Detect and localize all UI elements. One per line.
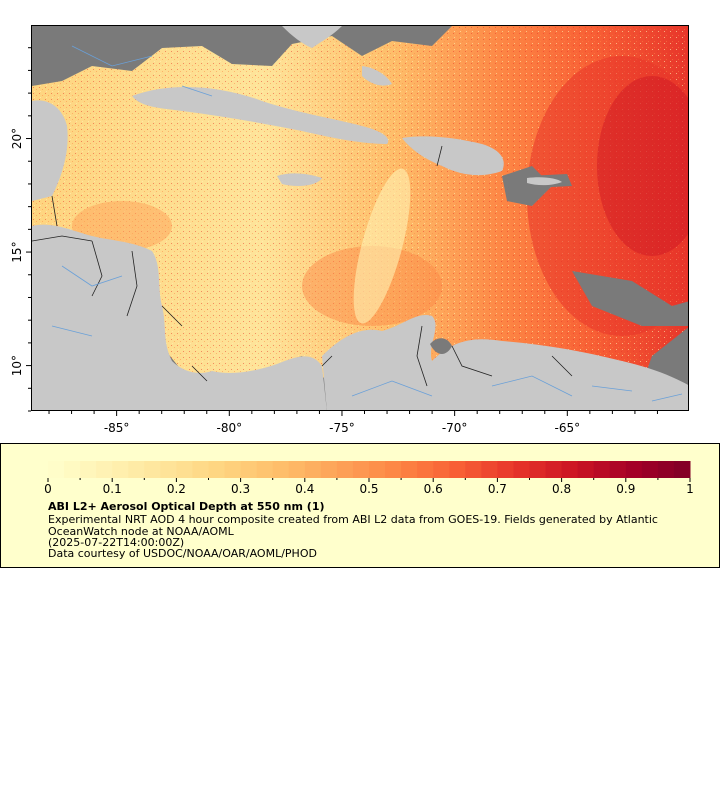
colorbar-cell [160, 461, 177, 478]
legend-credit: Data courtesy of USDOC/NOAA/OAR/AOML/PHO… [48, 547, 317, 560]
dust-plume-dense [597, 76, 688, 256]
colorbar-cell [641, 461, 659, 478]
colorbar-cell [128, 461, 145, 478]
colorbar-cell [336, 461, 354, 478]
colorbar-cell [657, 461, 675, 478]
colorbar-cell [304, 461, 322, 478]
colorbar-cell [513, 461, 530, 478]
colorbar-tick-label: 0.3 [231, 482, 250, 496]
legend-title: ABI L2+ Aerosol Optical Depth at 550 nm … [48, 500, 325, 513]
colorbar-cell [256, 461, 274, 478]
colorbar-cell [529, 461, 547, 478]
land-maracaibo-gulf [430, 338, 452, 354]
aod-map-canvas [32, 26, 688, 410]
colorbar-tick-label: 0.7 [488, 482, 507, 496]
colorbar-cell [320, 461, 338, 478]
lat-tick-label: 15° [10, 241, 24, 262]
colorbar-cell [224, 461, 242, 478]
lon-tick-label: -70° [442, 421, 468, 435]
colorbar-cell [240, 461, 258, 478]
clear-lane [353, 168, 411, 324]
nodata-south-east [572, 271, 688, 326]
colorbar-tick-label: 0.5 [359, 482, 378, 496]
colorbar-tick-label: 0.2 [167, 482, 186, 496]
colorbar-cell [561, 461, 579, 478]
country-borders [32, 145, 573, 387]
rivers [51, 45, 683, 402]
colorbar-cell [609, 461, 627, 478]
land-jamaica [277, 173, 322, 186]
colorbar-cell [593, 461, 611, 478]
colorbar-cell [465, 461, 482, 478]
lon-tick-label: -75° [329, 421, 355, 435]
colorbar-cell [144, 461, 161, 478]
colorbar-cell [449, 461, 466, 478]
colorbar-tick-label: 0 [44, 482, 52, 496]
lon-tick-label: -65° [555, 421, 581, 435]
colorbar-cell [80, 461, 97, 478]
land-cuba [132, 86, 389, 144]
colorbar-cell [433, 461, 450, 478]
colorbar-cell [497, 461, 514, 478]
land-panama [212, 356, 327, 410]
colorbar-cell [48, 461, 65, 478]
colorbar-tick-label: 0.8 [552, 482, 571, 496]
land-bahamas-2 [362, 66, 392, 86]
colorbar-cell [545, 461, 563, 478]
colorbar-tick-label: 0.9 [616, 482, 635, 496]
legend-panel: 0 0.1 0.2 0.3 0.4 0.5 0.6 0.7 0.8 0.9 1 ABI L2+ Ae… [0, 443, 720, 568]
land-central-america [32, 224, 232, 410]
colorbar-cell [112, 461, 129, 478]
colorbar-cell [625, 461, 643, 478]
land-bahamas [282, 26, 342, 48]
lat-tick-label: 20° [10, 128, 24, 149]
colorbar-tick-label: 0.6 [424, 482, 443, 496]
colorbar-tick-label: 0.4 [295, 482, 314, 496]
dust-plume-core [527, 56, 688, 336]
colorbar-cell [673, 461, 691, 478]
aod-map[interactable] [31, 25, 689, 411]
lon-tick-label: -80° [216, 421, 242, 435]
legend-timestamp: (2025-07-22T14:00:00Z) [48, 536, 185, 549]
land-hispaniola [402, 136, 504, 176]
nodata-gulf-north [32, 26, 688, 86]
map-axes: -85° -80° -75° -70° -65° 20° 15° 10° [10, 47, 658, 435]
colorbar-cell [96, 461, 113, 478]
colorbar-cell [272, 461, 290, 478]
colorbar-cell [288, 461, 306, 478]
colorbar-tick-label: 1 [686, 482, 694, 496]
colorbar-cell [417, 461, 434, 478]
colorbar-cell [64, 461, 81, 478]
land-yucatan [32, 100, 68, 201]
colorbar-cell [208, 461, 226, 478]
colorbar-cell [192, 461, 209, 478]
colorbar: 0 0.1 0.2 0.3 0.4 0.5 0.6 0.7 0.8 0.9 1 [44, 461, 694, 496]
legend-description: Experimental NRT AOD 4 hour composite cr… [48, 513, 658, 538]
colorbar-cell [481, 461, 498, 478]
colorbar-cell [401, 461, 418, 478]
lat-tick-label: 10° [10, 355, 24, 376]
colorbar-cell [176, 461, 193, 478]
colorbar-tick-label: 0.1 [103, 482, 122, 496]
colorbar-cell [352, 461, 370, 478]
lon-tick-label: -85° [104, 421, 130, 435]
land-puerto-rico [527, 177, 562, 186]
colorbar-cell [369, 461, 386, 478]
colorbar-cell [385, 461, 402, 478]
colorbar-cell [577, 461, 595, 478]
